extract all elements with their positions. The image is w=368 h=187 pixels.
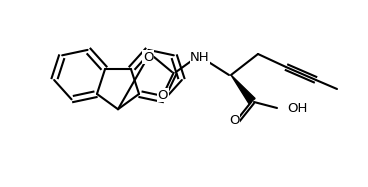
Polygon shape bbox=[231, 75, 255, 104]
Text: NH: NH bbox=[190, 50, 210, 64]
Text: O: O bbox=[143, 50, 153, 64]
Text: O: O bbox=[229, 114, 239, 126]
Text: OH: OH bbox=[287, 102, 307, 114]
Text: O: O bbox=[158, 88, 168, 102]
